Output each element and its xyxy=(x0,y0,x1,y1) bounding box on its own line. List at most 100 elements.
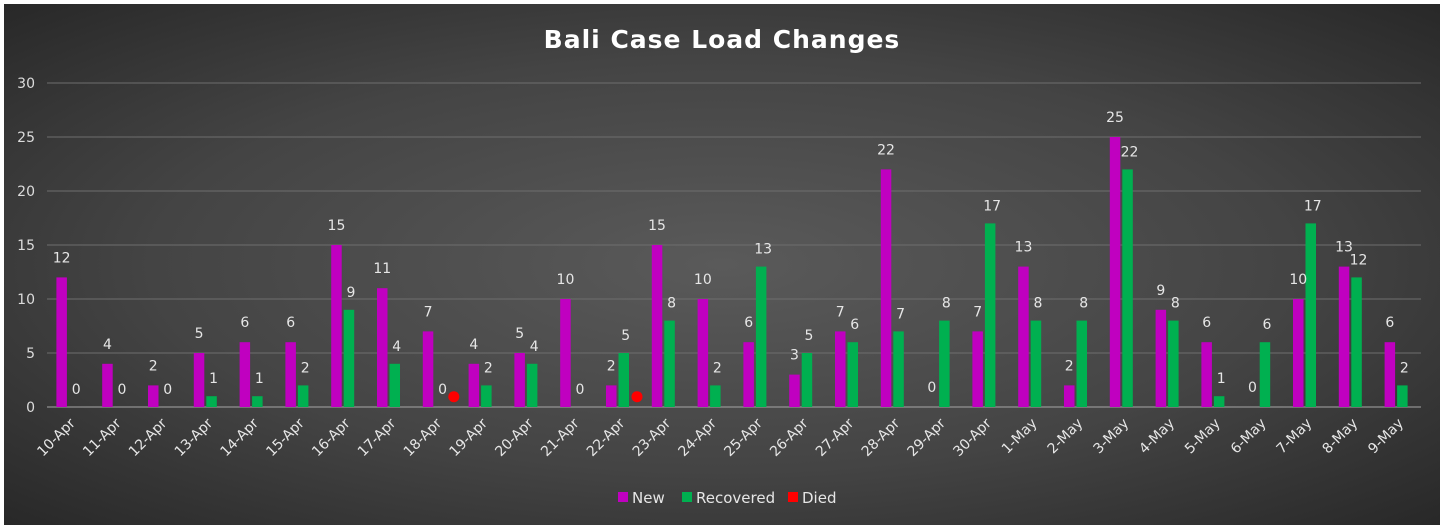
bar-new xyxy=(239,342,251,407)
data-label-new: 10 xyxy=(1289,272,1307,288)
data-label-recovered: 6 xyxy=(850,317,859,333)
y-tick-label: 20 xyxy=(17,184,35,200)
data-label-new: 4 xyxy=(103,337,112,353)
bar-new xyxy=(1109,137,1121,407)
data-labels: 1204020516162159114704254100251581026133… xyxy=(53,110,1409,398)
bar-new xyxy=(1064,385,1075,407)
bar-new xyxy=(468,363,480,407)
data-label-new: 0 xyxy=(927,380,936,396)
data-label-recovered: 0 xyxy=(72,382,81,398)
data-label-recovered: 0 xyxy=(163,382,172,398)
data-label-recovered: 8 xyxy=(942,296,951,312)
data-label-new: 7 xyxy=(836,304,845,320)
data-label-recovered: 0 xyxy=(575,382,584,398)
bar-recovered xyxy=(389,363,400,407)
bars xyxy=(56,137,1408,407)
bar-new xyxy=(422,331,434,407)
data-label-new: 11 xyxy=(373,261,391,277)
data-label-recovered: 1 xyxy=(209,371,218,387)
bar-recovered xyxy=(847,342,858,407)
data-label-recovered: 0 xyxy=(117,382,126,398)
data-label-new: 5 xyxy=(515,326,524,342)
died-marker xyxy=(631,391,643,403)
bar-new xyxy=(193,353,205,407)
bar-new xyxy=(331,245,342,407)
bar-new xyxy=(789,374,800,407)
bar-new xyxy=(56,277,67,407)
data-label-recovered: 13 xyxy=(754,242,772,258)
bar-new xyxy=(606,385,617,407)
legend-label: Died xyxy=(802,489,836,507)
bar-recovered xyxy=(1305,223,1316,407)
data-label-new: 6 xyxy=(1202,315,1211,331)
bar-recovered xyxy=(1213,396,1225,407)
bar-recovered xyxy=(297,385,309,407)
bar-new xyxy=(835,331,846,407)
bar-recovered xyxy=(801,353,813,407)
bar-new xyxy=(285,342,296,407)
bar-recovered xyxy=(710,385,721,407)
data-label-new: 7 xyxy=(973,304,982,320)
chart-title: Bali Case Load Changes xyxy=(544,25,901,54)
data-label-new: 3 xyxy=(790,348,799,364)
bar-recovered xyxy=(939,320,950,407)
data-label-recovered: 7 xyxy=(896,306,905,322)
bar-recovered xyxy=(1397,385,1408,407)
legend-label: Recovered xyxy=(696,489,775,507)
data-label-recovered: 8 xyxy=(1171,296,1180,312)
data-label-recovered: 2 xyxy=(301,360,310,376)
bar-new xyxy=(560,299,571,407)
data-label-recovered: 5 xyxy=(804,328,813,344)
bar-new xyxy=(1293,299,1304,407)
data-label-new: 6 xyxy=(286,315,295,331)
data-label-new: 2 xyxy=(607,358,616,374)
legend-swatch xyxy=(618,492,628,502)
bar-recovered xyxy=(206,396,217,407)
data-label-new: 22 xyxy=(877,142,895,158)
data-label-new: 15 xyxy=(648,218,666,234)
bar-recovered xyxy=(343,309,355,407)
bar-recovered xyxy=(1351,277,1362,407)
data-label-recovered: 0 xyxy=(438,382,447,398)
bar-recovered xyxy=(893,331,904,407)
data-label-recovered: 2 xyxy=(1400,360,1409,376)
bar-recovered xyxy=(481,385,492,407)
bar-new xyxy=(880,169,892,407)
data-label-recovered: 17 xyxy=(1304,198,1322,214)
data-label-recovered: 2 xyxy=(713,360,722,376)
data-label-new: 2 xyxy=(149,358,158,374)
bar-recovered xyxy=(1168,320,1179,407)
bar-recovered xyxy=(1259,342,1271,407)
data-label-new: 25 xyxy=(1106,110,1124,126)
bar-recovered xyxy=(618,353,629,407)
data-label-new: 13 xyxy=(1015,240,1033,256)
data-label-new: 10 xyxy=(694,272,712,288)
data-label-recovered: 8 xyxy=(1033,296,1042,312)
bar-new xyxy=(743,342,754,407)
data-label-new: 10 xyxy=(557,272,575,288)
bar-recovered xyxy=(984,223,996,407)
y-tick-label: 0 xyxy=(26,400,35,416)
data-label-recovered: 22 xyxy=(1121,144,1139,160)
legend-swatch xyxy=(788,492,798,502)
data-label-new: 12 xyxy=(53,250,71,266)
bar-recovered xyxy=(755,266,767,407)
bar-new xyxy=(1338,266,1350,407)
bar-recovered xyxy=(526,363,538,407)
data-label-new: 13 xyxy=(1335,240,1353,256)
bar-recovered xyxy=(1122,169,1133,407)
bar-new xyxy=(102,363,113,407)
bar-new xyxy=(651,245,663,407)
bar-new xyxy=(972,331,983,407)
chart-background xyxy=(4,4,1440,525)
bar-recovered xyxy=(1076,320,1087,407)
data-label-new: 4 xyxy=(469,337,478,353)
bar-new xyxy=(377,288,388,407)
legend-label: New xyxy=(632,489,665,507)
bar-new xyxy=(148,385,159,407)
bar-new xyxy=(1384,342,1396,407)
bar-new xyxy=(1018,266,1029,407)
data-label-new: 6 xyxy=(744,315,753,331)
